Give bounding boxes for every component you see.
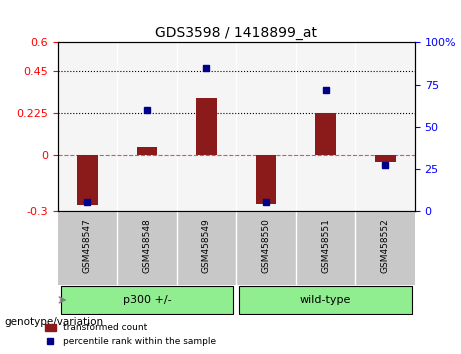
Bar: [315, 113, 336, 155]
Text: GSM458552: GSM458552: [381, 218, 390, 273]
Bar: [77, 155, 98, 205]
Text: GSM458551: GSM458551: [321, 218, 330, 273]
FancyBboxPatch shape: [239, 286, 412, 314]
Bar: [375, 155, 396, 162]
Bar: [255, 155, 277, 204]
Text: p300 +/-: p300 +/-: [123, 295, 171, 305]
Bar: [196, 98, 217, 155]
Text: GSM458550: GSM458550: [261, 218, 271, 273]
Title: GDS3598 / 1418899_at: GDS3598 / 1418899_at: [155, 26, 317, 40]
Text: wild-type: wild-type: [300, 295, 351, 305]
Bar: [136, 147, 157, 155]
Text: GSM458547: GSM458547: [83, 218, 92, 273]
Text: GSM458549: GSM458549: [202, 218, 211, 273]
Text: genotype/variation: genotype/variation: [5, 317, 104, 327]
Legend: transformed count, percentile rank within the sample: transformed count, percentile rank withi…: [41, 320, 220, 349]
FancyBboxPatch shape: [60, 286, 233, 314]
Text: GSM458548: GSM458548: [142, 218, 152, 273]
